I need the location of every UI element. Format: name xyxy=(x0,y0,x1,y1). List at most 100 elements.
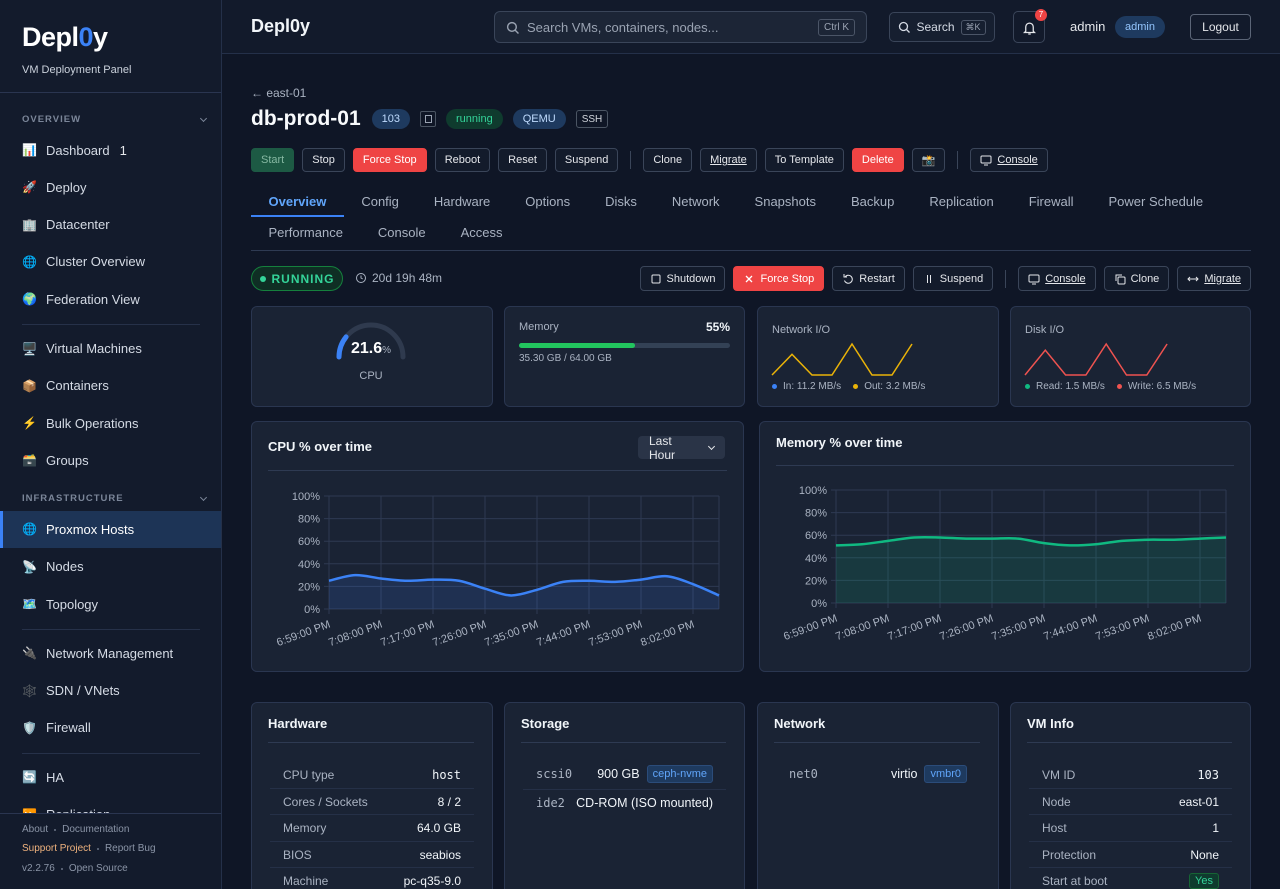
tab[interactable]: Network xyxy=(671,194,720,209)
tab[interactable]: Disks xyxy=(605,194,637,209)
button[interactable]: 📸 xyxy=(911,148,946,172)
info-value: CD-ROM (ISO mounted) xyxy=(576,796,713,810)
button[interactable]: Stop xyxy=(302,148,345,172)
search-label: Search xyxy=(916,20,955,34)
nav-item[interactable]: ⚡ Bulk Operations xyxy=(0,405,221,442)
info-row: net0 virtio vmbr0 xyxy=(789,762,967,786)
button-label: 📸 xyxy=(921,154,936,167)
nav-item[interactable]: 🌐 Proxmox Hosts xyxy=(0,510,221,548)
button[interactable]: Suspend xyxy=(554,148,619,172)
info-tag: Yes xyxy=(1189,873,1219,889)
button[interactable]: Start xyxy=(251,148,295,172)
footer-link[interactable]: Support Project xyxy=(22,843,91,854)
breadcrumb[interactable]: ← east-01 xyxy=(251,86,307,100)
footer-link[interactable]: v2.2.76 xyxy=(22,863,55,874)
search-button[interactable]: Search ⌘K xyxy=(889,12,995,42)
chevron xyxy=(199,494,208,502)
button[interactable]: Reboot xyxy=(434,148,491,172)
tab[interactable]: Access xyxy=(460,225,503,240)
tab[interactable]: Hardware xyxy=(433,194,491,209)
button[interactable]: Console xyxy=(970,148,1048,172)
button[interactable]: Restart xyxy=(832,266,905,291)
tab[interactable]: Console xyxy=(377,225,426,240)
nav-item[interactable]: 🗺️ Topology xyxy=(0,586,221,623)
divider xyxy=(776,465,1234,466)
tab[interactable]: Options xyxy=(525,194,571,209)
notifications[interactable] xyxy=(1013,11,1045,43)
footer-link[interactable]: Documentation xyxy=(62,824,130,835)
icon-part xyxy=(1028,274,1040,282)
divider xyxy=(774,742,980,743)
nav-item[interactable]: 🚀 Deploy xyxy=(0,169,221,206)
nav-item[interactable]: 🌐 Cluster Overview xyxy=(0,243,221,280)
icon xyxy=(899,21,911,33)
nav-item[interactable]: 📦 Containers xyxy=(0,367,221,404)
tab[interactable]: Firewall xyxy=(1028,194,1074,209)
nav-icon: 🏢 xyxy=(22,217,37,232)
tab[interactable]: Backup xyxy=(850,194,895,209)
uptime: 20d 19h 48m xyxy=(355,271,442,285)
nav-icon: 🖥️ xyxy=(22,341,37,356)
status-text: RUNNING xyxy=(271,271,335,286)
tab[interactable]: Snapshots xyxy=(754,194,816,209)
tab[interactable]: Overview xyxy=(251,186,344,217)
info-row: ide2 CD-ROM (ISO mounted) xyxy=(536,791,713,815)
button[interactable]: Force Stop xyxy=(733,266,825,291)
info-value: virtio xyxy=(891,767,918,781)
brand: Depl0y xyxy=(22,22,108,53)
tab[interactable]: Config xyxy=(361,194,399,209)
topbar-title: Depl0y xyxy=(251,16,311,36)
nav-label: Dashboard xyxy=(46,142,110,158)
nav-label: Datacenter xyxy=(46,217,110,233)
button[interactable]: Delete xyxy=(851,148,904,172)
info-label: Protection xyxy=(1042,848,1097,862)
nav-item[interactable]: 🗃️ Groups xyxy=(0,442,221,479)
logout[interactable]: Logout xyxy=(1190,14,1251,40)
button[interactable]: Shutdown xyxy=(639,266,726,291)
footer-link[interactable]: Report Bug xyxy=(104,843,156,854)
nav-item[interactable]: 🛡️ Firewall xyxy=(0,709,221,746)
footer-link[interactable]: About xyxy=(22,824,49,835)
button-label: Migrate xyxy=(1204,272,1241,285)
button[interactable]: Force Stop xyxy=(352,148,427,172)
nav-item[interactable]: 📊 Dashboard 1 xyxy=(0,132,221,169)
nav-icon: 🌍 xyxy=(22,292,37,307)
tab[interactable]: Power Schedule xyxy=(1108,194,1204,209)
info-label: VM ID xyxy=(1042,768,1076,782)
button[interactable]: Reset xyxy=(498,148,547,172)
chart-title: CPU % over time xyxy=(268,439,373,454)
nav-label: Virtual Machines xyxy=(46,341,142,356)
button[interactable]: Console xyxy=(1018,266,1096,291)
range-select[interactable]: Last Hour xyxy=(638,434,725,462)
nav-item[interactable]: 🕸️ SDN / VNets xyxy=(0,672,221,709)
nav-item[interactable]: 🔄 HA xyxy=(0,759,221,796)
nav-item[interactable]: 🖥️ Virtual Machines xyxy=(0,330,221,367)
notification-badge: 7 xyxy=(1035,9,1047,21)
button[interactable]: Clone xyxy=(643,148,693,172)
tab[interactable]: Replication xyxy=(929,194,994,209)
icon xyxy=(980,155,992,166)
button-label: Start xyxy=(261,154,285,166)
nav-item[interactable]: 🔌 Network Management xyxy=(0,635,221,672)
icon-part xyxy=(651,274,661,283)
nav-label: Topology xyxy=(46,596,99,612)
nav-item[interactable]: ⏩Replication xyxy=(0,796,221,813)
nav-item[interactable]: 🏢 Datacenter xyxy=(0,206,221,243)
search-box[interactable]: Search VMs, containers, nodes... Ctrl K xyxy=(494,11,867,43)
button[interactable]: Clone xyxy=(1103,266,1170,291)
button[interactable]: Suspend xyxy=(912,266,994,291)
footer-link[interactable]: Open Source xyxy=(68,863,128,874)
tab[interactable]: Performance xyxy=(268,225,343,240)
icon-part xyxy=(1115,274,1122,281)
nav-item[interactable]: 🌍 Federation View xyxy=(0,281,221,318)
nav-item[interactable]: 📡 Nodes xyxy=(0,548,221,585)
separator xyxy=(630,151,632,169)
icon-part xyxy=(843,273,848,277)
button[interactable]: To Template xyxy=(764,148,844,172)
button[interactable]: Migrate xyxy=(700,148,757,172)
button[interactable]: Migrate xyxy=(1177,266,1251,291)
button-label: Stop xyxy=(312,154,335,166)
nav-icon: ⚡ xyxy=(22,416,37,431)
footer-row: Support Project Report Bug xyxy=(22,843,156,854)
